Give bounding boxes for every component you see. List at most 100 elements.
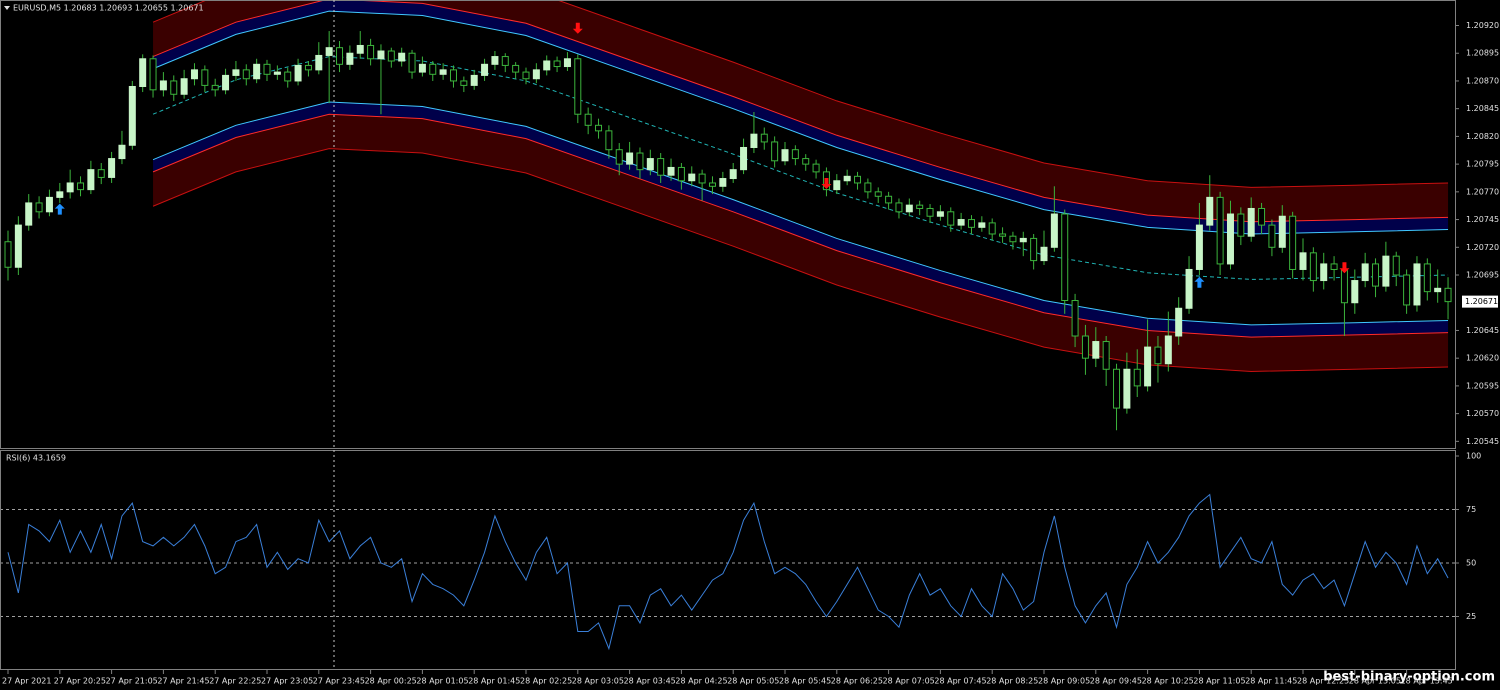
candle-body: [1299, 252, 1307, 270]
x-tick-label: 28 Apr 04:25: [675, 677, 727, 686]
candle-body: [1133, 368, 1141, 387]
candle-body: [273, 71, 281, 75]
candle-body: [1413, 263, 1421, 306]
candle-body: [294, 64, 302, 82]
candle-body: [242, 69, 250, 80]
candle-body: [1071, 300, 1079, 337]
candle-body: [429, 63, 437, 75]
candle-body: [708, 182, 716, 187]
candle-body: [66, 182, 74, 193]
candle-body: [1030, 237, 1038, 262]
candle-body: [325, 47, 333, 56]
candle-body: [1040, 246, 1048, 262]
candle-body: [222, 74, 230, 91]
candle-body: [1423, 263, 1431, 293]
signal-arrow: [572, 22, 583, 34]
x-tick-label: 28 Apr 11:45: [1245, 677, 1297, 686]
candle-body: [1019, 237, 1027, 243]
candle-body: [978, 222, 986, 228]
x-tick-label: 28 Apr 07:05: [883, 677, 935, 686]
x-tick-label: 28 Apr 08:25: [986, 677, 1038, 686]
band-line: [152, 0, 1449, 188]
band-fill: [153, 0, 1449, 222]
candle-body: [77, 182, 85, 191]
candle-body: [781, 149, 789, 162]
candle-body: [843, 175, 851, 182]
candle-body: [35, 202, 43, 213]
y-tick-label: 1.20595: [1466, 381, 1499, 390]
candle-body: [1237, 213, 1245, 237]
x-tick-label: 28 Apr 03:05: [572, 677, 624, 686]
signal-arrow: [821, 177, 832, 189]
band-fill: [153, 114, 1449, 372]
x-tick-label: 28 Apr 10:25: [1142, 677, 1194, 686]
candle-body: [1392, 255, 1400, 276]
candle-body: [854, 175, 862, 184]
candle-body: [1123, 368, 1131, 409]
price-panel-frame: [0, 0, 1456, 449]
y-tick-label: 1.20870: [1466, 76, 1499, 85]
candle-body: [377, 50, 385, 60]
candle-body: [460, 80, 468, 86]
y-tick-label: 100: [1466, 452, 1481, 461]
candle-body: [563, 58, 571, 68]
x-tick-label: 27 Apr 23:45: [313, 677, 365, 686]
candle-body: [916, 204, 924, 209]
candle-body: [833, 180, 841, 191]
y-tick-label: 1.20745: [1466, 215, 1499, 224]
candle-body: [56, 191, 64, 198]
x-tick-label: 28 Apr 00:25: [365, 677, 417, 686]
candle-body: [97, 169, 105, 178]
symbol-info: EURUSD,M5 1.20683 1.20693 1.20655 1.2067…: [13, 4, 204, 13]
candle-body: [1206, 196, 1214, 226]
candle-body: [1330, 263, 1338, 270]
candle-body: [139, 58, 147, 87]
x-tick-label: 28 Apr 09:45: [1090, 677, 1142, 686]
candle-body: [1434, 287, 1442, 293]
candle-body: [481, 63, 489, 76]
band-line: [152, 56, 1449, 280]
candle-body: [988, 222, 996, 235]
rsi-title: RSI(6) 43.1659: [6, 454, 66, 463]
candle-body: [626, 152, 634, 165]
x-tick-label: 28 Apr 05:45: [779, 677, 831, 686]
y-tick-label: 1.20720: [1466, 243, 1499, 252]
candle-body: [657, 158, 665, 176]
candle-body: [45, 196, 53, 213]
candle-body: [190, 69, 198, 80]
candle-body: [284, 71, 292, 82]
candle-body: [667, 166, 675, 176]
candle-body: [729, 169, 737, 180]
candle-body: [1061, 213, 1069, 302]
candle-body: [802, 158, 810, 165]
candle-body: [999, 233, 1007, 237]
candle-body: [595, 124, 603, 132]
candle-body: [1320, 263, 1328, 282]
candle-body: [118, 144, 126, 160]
candle-body: [315, 54, 323, 71]
x-tick-label: 27 Apr 21:45: [157, 677, 209, 686]
candle-body: [967, 219, 975, 228]
candle-body: [864, 182, 872, 193]
y-tick-label: 1.20570: [1466, 409, 1499, 418]
x-tick-label: 28 Apr 11:05: [1193, 677, 1245, 686]
candle-body: [336, 47, 344, 65]
signal-arrow: [1339, 262, 1350, 274]
candle-body: [346, 52, 354, 65]
x-tick-label: 28 Apr 09:05: [1038, 677, 1090, 686]
candle-body: [1050, 213, 1058, 248]
y-tick-label: 1.20795: [1466, 160, 1499, 169]
candle-body: [543, 60, 551, 71]
candle-body: [398, 52, 406, 62]
candle-body: [1247, 207, 1255, 237]
candle-body: [1268, 224, 1276, 248]
candle-body: [1340, 268, 1348, 304]
y-tick-label: 1.20920: [1466, 21, 1499, 30]
candle-body: [356, 44, 364, 54]
candle-body: [108, 158, 116, 178]
candle-body: [1185, 268, 1193, 309]
candle-body: [874, 191, 882, 197]
candle-body: [1309, 252, 1317, 282]
